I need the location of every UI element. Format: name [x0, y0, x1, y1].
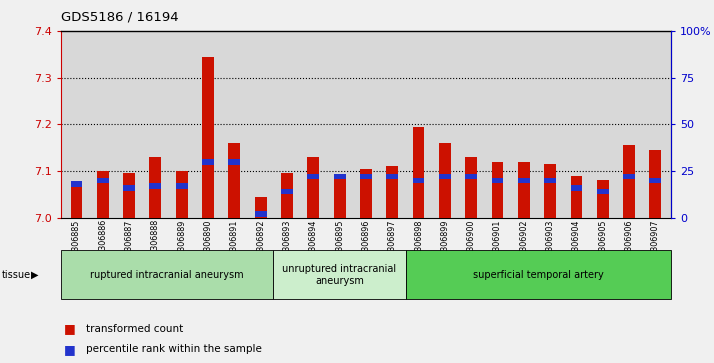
Bar	[255, 197, 266, 218]
Bar	[360, 174, 372, 179]
Bar	[570, 185, 583, 191]
Bar	[439, 174, 451, 179]
Bar	[97, 171, 109, 218]
Bar	[308, 157, 319, 218]
Bar	[623, 174, 635, 179]
Bar	[491, 178, 503, 183]
Bar	[570, 176, 583, 218]
Bar	[413, 178, 424, 183]
Bar	[333, 174, 346, 179]
Text: ▶: ▶	[31, 270, 39, 280]
Bar	[97, 178, 109, 183]
Bar	[650, 178, 661, 183]
Bar	[413, 127, 424, 218]
Bar	[544, 164, 556, 218]
Bar	[333, 176, 346, 218]
Bar	[202, 57, 214, 218]
Bar	[71, 182, 82, 187]
Bar	[466, 157, 477, 218]
Bar	[149, 157, 161, 218]
Bar	[386, 174, 398, 179]
Bar	[360, 169, 372, 218]
Bar	[202, 159, 214, 164]
Bar	[544, 178, 556, 183]
Bar	[439, 143, 451, 218]
Bar	[386, 166, 398, 218]
Bar	[124, 174, 135, 218]
Text: unruptured intracranial
aneurysm: unruptured intracranial aneurysm	[282, 264, 396, 286]
Bar	[597, 180, 608, 218]
Text: percentile rank within the sample: percentile rank within the sample	[86, 344, 261, 354]
Bar	[281, 174, 293, 218]
Text: ■: ■	[64, 322, 76, 335]
Bar	[518, 162, 530, 218]
Bar	[71, 185, 82, 218]
Text: superficial temporal artery: superficial temporal artery	[473, 270, 604, 280]
Text: GDS5186 / 16194: GDS5186 / 16194	[61, 11, 178, 24]
Bar	[255, 211, 266, 217]
Bar	[518, 178, 530, 183]
Bar	[176, 183, 188, 189]
Bar	[228, 159, 241, 164]
Bar	[650, 150, 661, 218]
Bar	[466, 174, 477, 179]
Text: ■: ■	[64, 343, 76, 356]
Bar	[124, 185, 135, 191]
Bar	[228, 143, 241, 218]
Bar	[176, 171, 188, 218]
Bar	[281, 189, 293, 195]
Bar	[623, 145, 635, 218]
Text: tissue: tissue	[1, 270, 31, 280]
Bar	[491, 162, 503, 218]
Text: transformed count: transformed count	[86, 323, 183, 334]
Text: ruptured intracranial aneurysm: ruptured intracranial aneurysm	[90, 270, 243, 280]
Bar	[597, 189, 608, 195]
Bar	[308, 174, 319, 179]
Bar	[149, 183, 161, 189]
